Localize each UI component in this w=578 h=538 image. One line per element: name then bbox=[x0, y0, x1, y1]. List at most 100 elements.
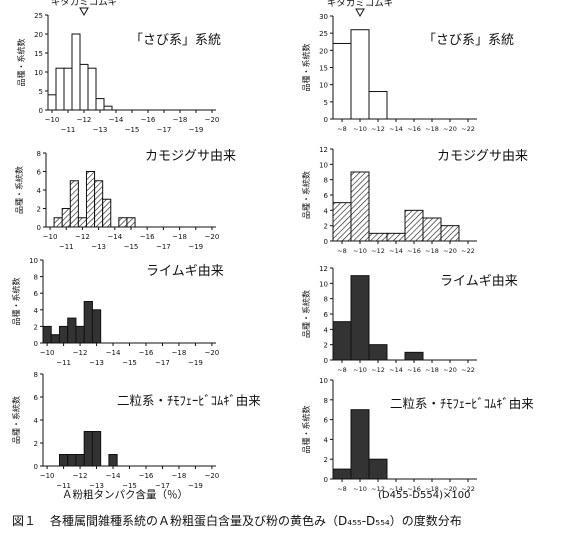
x-tick-label-L3-3: ~16 bbox=[139, 349, 154, 357]
y-tick-label-L1-25: 25 bbox=[34, 12, 43, 20]
x-tick-label-L1-3: ~16 bbox=[141, 116, 156, 124]
x-tick-label-L4-3: ~16 bbox=[139, 472, 154, 480]
y-tick-label-L4-0: 0 bbox=[34, 463, 38, 471]
bar-R4-0 bbox=[332, 468, 352, 480]
bar-R2-6 bbox=[440, 225, 460, 242]
bar-L1-2 bbox=[63, 67, 73, 111]
y-tick-label-L2-4: 4 bbox=[37, 187, 42, 195]
x-tick-label-b-L3-0: ~11 bbox=[56, 359, 71, 367]
x-tick-label-L1-2: ~14 bbox=[109, 116, 124, 124]
x-tick-label-b-L3-3: ~17 bbox=[155, 359, 170, 367]
x-tick-label-R4-1: ~10 bbox=[353, 485, 367, 493]
bar-R2-4 bbox=[404, 209, 424, 242]
bar-L1-3 bbox=[71, 33, 81, 111]
x-tick-label-L2-1: ~12 bbox=[75, 233, 90, 241]
panel-title-L3: ライムギ由来 bbox=[146, 264, 224, 279]
y-tick-label-L3-0: 0 bbox=[34, 340, 38, 348]
y-tick-label-R1-25: 25 bbox=[319, 30, 328, 38]
y-tick-label-L3-4: 4 bbox=[34, 307, 39, 315]
bar-R4-2 bbox=[368, 458, 388, 480]
bar-L3-6 bbox=[91, 309, 102, 344]
x-tick-label-R2-2: ~12 bbox=[371, 247, 385, 255]
y-axis-label-R4: 品種・系統数 bbox=[301, 406, 311, 454]
y-tick-label-R4-4: 4 bbox=[324, 436, 329, 444]
x-tick-label-R3-3: ~14 bbox=[389, 366, 403, 374]
y-tick-label-R2-10: 10 bbox=[319, 161, 328, 169]
chart-panel-L4: 0 2 4 6 8 ~10 ~12 ~14 ~16 ~18 ~20 ~11 ~13 ~15 ~17 ~19 品種… bbox=[11, 371, 261, 490]
chart-panel-L1: 0 5 10 15 20 25 ~10 ~12 ~14 ~16 ~18 ~20 ~11 ~13 ~15 ~17… bbox=[16, 0, 221, 134]
x-tick-label-b-L1-2: ~15 bbox=[125, 126, 140, 134]
y-axis-label-L1: 品種・系統数 bbox=[16, 39, 26, 87]
bar-L1-6 bbox=[95, 98, 105, 111]
x-tick-label-R2-1: ~10 bbox=[353, 247, 367, 255]
bar-L4-5 bbox=[83, 431, 93, 467]
left-xlabel: Ａ粉粗タンパク含量（％） bbox=[62, 488, 188, 501]
caption-text: 各種属間雑種系統のＡ粉粗蛋白含量及び粉の黄色み（D₄₅₅-D₅₅₄）の度数分布 bbox=[50, 514, 462, 528]
x-tick-label-b-L4-2: ~15 bbox=[122, 482, 137, 490]
bar-L1-7 bbox=[103, 105, 113, 111]
bar-L4-6 bbox=[91, 431, 102, 467]
y-tick-label-R3-0: 0 bbox=[324, 357, 328, 365]
bar-L1-4 bbox=[79, 63, 89, 111]
y-tick-label-R4-8: 8 bbox=[324, 397, 328, 405]
y-tick-label-R1-10: 10 bbox=[319, 82, 328, 90]
y-axis-label-L4: 品種・系統数 bbox=[11, 396, 21, 444]
y-tick-label-L2-8: 8 bbox=[37, 150, 41, 158]
bar-L2-6 bbox=[94, 180, 104, 228]
x-tick-label-R3-1: ~10 bbox=[353, 366, 367, 374]
x-tick-label-b-L3-2: ~15 bbox=[122, 359, 137, 367]
y-tick-label-R2-4: 4 bbox=[324, 207, 329, 215]
y-tick-label-R1-5: 5 bbox=[324, 99, 328, 107]
x-tick-label-R3-4: ~16 bbox=[407, 366, 421, 374]
x-tick-label-b-L3-1: ~13 bbox=[89, 359, 104, 367]
x-tick-label-L2-4: ~18 bbox=[172, 233, 187, 241]
bar-L2-1 bbox=[53, 217, 63, 228]
bar-L3-3 bbox=[67, 317, 77, 344]
x-tick-label-R2-0: ~8 bbox=[337, 247, 347, 255]
y-tick-label-R4-10: 10 bbox=[319, 377, 328, 385]
bar-R3-1 bbox=[350, 275, 370, 361]
x-tick-label-L2-0: ~10 bbox=[43, 233, 58, 241]
chart-panel-L2: 0 2 4 6 8 ~10 ~12 ~14 ~16 ~18 ~20 ~11 ~13 ~15 ~17 ~19 品種… bbox=[14, 149, 236, 251]
y-tick-label-R3-10: 10 bbox=[319, 280, 328, 288]
caption-label: 図１ bbox=[12, 514, 37, 528]
x-tick-label-R2-3: ~14 bbox=[389, 247, 403, 255]
x-tick-label-L3-4: ~18 bbox=[172, 349, 187, 357]
x-tick-label-L3-5: ~20 bbox=[204, 349, 219, 357]
x-tick-label-R4-5: ~18 bbox=[425, 485, 439, 493]
y-tick-label-R2-0: 0 bbox=[324, 238, 328, 246]
x-tick-label-R1-5: ~18 bbox=[425, 125, 439, 133]
bar-R2-5 bbox=[422, 217, 442, 242]
x-tick-label-R4-2: ~12 bbox=[371, 485, 385, 493]
y-tick-label-R1-15: 15 bbox=[319, 65, 328, 73]
bar-L2-7 bbox=[102, 198, 112, 228]
y-tick-label-L3-10: 10 bbox=[29, 257, 38, 265]
bar-R3-4 bbox=[404, 351, 424, 361]
x-tick-label-L2-5: ~20 bbox=[205, 233, 220, 241]
bar-L2-10 bbox=[126, 217, 136, 228]
bar-R3-2 bbox=[368, 344, 388, 361]
x-tick-label-L1-4: ~18 bbox=[173, 116, 188, 124]
y-axis-label-L2: 品種・系統数 bbox=[14, 166, 24, 214]
x-tick-label-L4-1: ~12 bbox=[73, 472, 88, 480]
y-tick-label-L2-2: 2 bbox=[37, 206, 41, 214]
bar-L3-2 bbox=[58, 325, 69, 344]
x-tick-label-R3-0: ~8 bbox=[337, 366, 347, 374]
y-tick-label-R2-2: 2 bbox=[324, 223, 328, 231]
y-tick-label-R3-12: 12 bbox=[319, 265, 328, 273]
bar-L3-1 bbox=[50, 334, 60, 344]
y-tick-label-R2-6: 6 bbox=[324, 192, 329, 200]
y-tick-label-R4-6: 6 bbox=[324, 417, 329, 425]
y-tick-label-R1-30: 30 bbox=[319, 13, 328, 21]
panel-title-R2: カモジグサ由来 bbox=[437, 149, 528, 164]
x-tick-label-R4-7: ~22 bbox=[461, 485, 475, 493]
panel-title-L4: 二粒系・ﾁﾓﾌｪｰﾋﾞｺﾑｷﾞ由来 bbox=[117, 393, 261, 408]
x-tick-label-R4-3: ~14 bbox=[389, 485, 403, 493]
y-tick-label-L3-8: 8 bbox=[34, 274, 38, 282]
y-tick-label-L1-10: 10 bbox=[34, 69, 43, 77]
bar-L4-4 bbox=[75, 454, 85, 467]
y-tick-label-R3-6: 6 bbox=[324, 311, 329, 319]
x-tick-label-b-L2-0: ~11 bbox=[59, 243, 74, 251]
x-tick-label-b-L3-4: ~19 bbox=[188, 359, 203, 367]
y-tick-label-L1-0: 0 bbox=[39, 107, 43, 115]
